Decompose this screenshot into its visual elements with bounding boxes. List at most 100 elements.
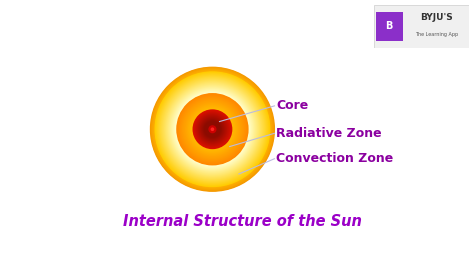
- Ellipse shape: [187, 104, 237, 154]
- Ellipse shape: [172, 88, 253, 170]
- Ellipse shape: [159, 76, 266, 183]
- Ellipse shape: [183, 100, 242, 159]
- Ellipse shape: [166, 83, 259, 176]
- Ellipse shape: [181, 98, 244, 161]
- Ellipse shape: [150, 67, 274, 191]
- Ellipse shape: [169, 86, 256, 173]
- Ellipse shape: [191, 108, 234, 151]
- Ellipse shape: [179, 96, 246, 162]
- Ellipse shape: [170, 87, 255, 172]
- Text: Internal Structure of the Sun: Internal Structure of the Sun: [124, 214, 362, 229]
- Ellipse shape: [168, 85, 257, 174]
- Ellipse shape: [182, 99, 243, 159]
- Ellipse shape: [185, 102, 239, 156]
- Ellipse shape: [201, 117, 224, 141]
- Ellipse shape: [163, 80, 262, 179]
- Ellipse shape: [168, 85, 256, 173]
- Ellipse shape: [187, 103, 238, 155]
- Ellipse shape: [152, 68, 273, 190]
- Ellipse shape: [169, 86, 255, 172]
- Ellipse shape: [193, 110, 232, 149]
- Ellipse shape: [157, 74, 268, 185]
- Ellipse shape: [210, 128, 214, 131]
- Ellipse shape: [181, 97, 245, 161]
- Ellipse shape: [162, 79, 263, 180]
- Ellipse shape: [198, 115, 227, 144]
- Ellipse shape: [180, 97, 245, 162]
- Bar: [376, 12, 403, 41]
- Ellipse shape: [175, 92, 249, 166]
- Ellipse shape: [183, 100, 241, 158]
- Ellipse shape: [158, 75, 267, 183]
- Ellipse shape: [199, 115, 226, 143]
- Text: The Learning App: The Learning App: [415, 32, 457, 37]
- Ellipse shape: [195, 112, 230, 147]
- Ellipse shape: [159, 76, 265, 182]
- Ellipse shape: [196, 113, 228, 145]
- Ellipse shape: [167, 84, 257, 175]
- Ellipse shape: [156, 73, 268, 185]
- Ellipse shape: [199, 116, 226, 143]
- Ellipse shape: [204, 121, 221, 138]
- Ellipse shape: [165, 82, 260, 177]
- Ellipse shape: [177, 94, 248, 165]
- Text: B: B: [385, 21, 392, 31]
- Ellipse shape: [155, 72, 270, 187]
- Ellipse shape: [192, 109, 232, 149]
- Ellipse shape: [179, 96, 246, 163]
- Ellipse shape: [167, 84, 258, 175]
- Ellipse shape: [152, 69, 273, 190]
- Ellipse shape: [156, 73, 269, 186]
- Text: BYJU'S: BYJU'S: [419, 13, 453, 22]
- Ellipse shape: [189, 106, 236, 153]
- Ellipse shape: [160, 77, 264, 181]
- Ellipse shape: [182, 98, 243, 160]
- Ellipse shape: [173, 89, 252, 169]
- Text: Convection Zone: Convection Zone: [276, 152, 394, 165]
- Ellipse shape: [164, 81, 261, 178]
- Text: Radiative Zone: Radiative Zone: [276, 127, 382, 140]
- Ellipse shape: [176, 93, 249, 166]
- Ellipse shape: [186, 103, 239, 156]
- Ellipse shape: [200, 117, 225, 142]
- Ellipse shape: [161, 78, 264, 181]
- Ellipse shape: [190, 107, 235, 152]
- Ellipse shape: [175, 92, 250, 167]
- Ellipse shape: [184, 101, 241, 158]
- Ellipse shape: [194, 111, 231, 148]
- Ellipse shape: [150, 67, 275, 192]
- Ellipse shape: [154, 70, 271, 188]
- Ellipse shape: [197, 114, 228, 145]
- Ellipse shape: [196, 112, 229, 146]
- Ellipse shape: [163, 79, 263, 179]
- Ellipse shape: [194, 111, 230, 147]
- Ellipse shape: [178, 95, 247, 164]
- Ellipse shape: [155, 72, 269, 186]
- Ellipse shape: [201, 118, 224, 141]
- Ellipse shape: [158, 74, 267, 184]
- Ellipse shape: [166, 83, 259, 176]
- Ellipse shape: [160, 77, 265, 182]
- Ellipse shape: [177, 94, 247, 164]
- Ellipse shape: [153, 70, 272, 188]
- Ellipse shape: [188, 105, 237, 154]
- Ellipse shape: [164, 81, 261, 178]
- Ellipse shape: [173, 90, 252, 168]
- Ellipse shape: [153, 69, 272, 189]
- Ellipse shape: [164, 82, 260, 177]
- Ellipse shape: [171, 88, 254, 171]
- Ellipse shape: [201, 119, 223, 140]
- Ellipse shape: [151, 68, 274, 191]
- Text: Core: Core: [276, 99, 309, 112]
- Ellipse shape: [162, 78, 264, 180]
- Ellipse shape: [172, 89, 253, 169]
- Ellipse shape: [190, 106, 235, 152]
- Ellipse shape: [174, 91, 251, 167]
- Ellipse shape: [197, 114, 228, 144]
- Ellipse shape: [173, 91, 251, 168]
- Ellipse shape: [185, 102, 240, 157]
- Ellipse shape: [189, 105, 237, 153]
- Ellipse shape: [171, 87, 255, 171]
- Ellipse shape: [202, 119, 223, 139]
- Ellipse shape: [209, 125, 217, 133]
